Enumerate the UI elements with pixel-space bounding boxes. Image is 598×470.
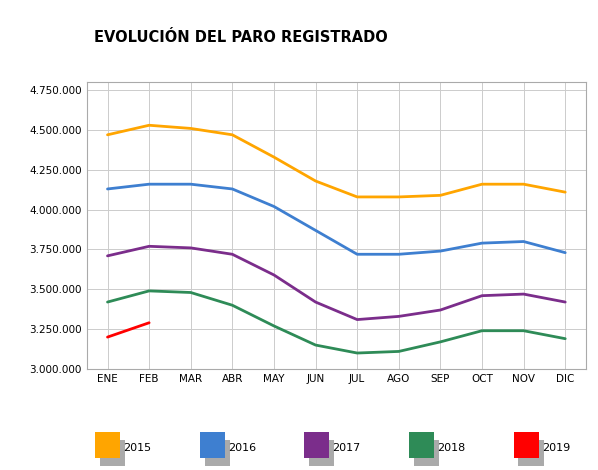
- Text: EVOLUCIÓN DEL PARO REGISTRADO: EVOLUCIÓN DEL PARO REGISTRADO: [94, 30, 388, 45]
- Text: 2016: 2016: [228, 443, 256, 453]
- Text: 2015 - 2019: 2015 - 2019: [94, 63, 178, 76]
- Text: 2015: 2015: [123, 443, 151, 453]
- Text: 2017: 2017: [332, 443, 361, 453]
- Text: 2018: 2018: [437, 443, 465, 453]
- Text: 2019: 2019: [542, 443, 570, 453]
